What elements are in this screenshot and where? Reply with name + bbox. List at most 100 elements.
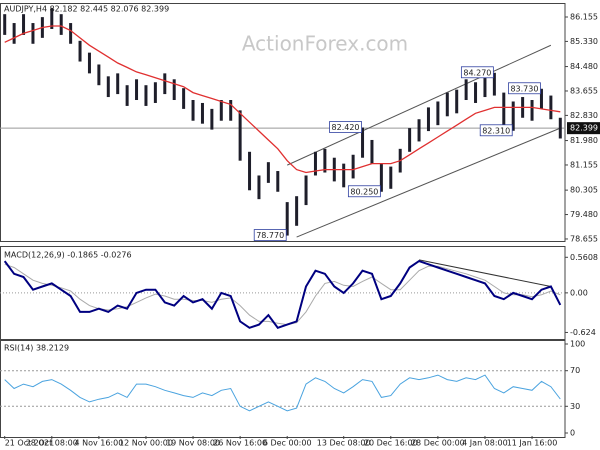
x-tick-label: 12 Nov 00:00 — [119, 439, 173, 448]
y-tick-label: 82.830 — [570, 111, 598, 120]
panel-title: MACD(12,26,9) -0.1865 -0.0276 — [4, 251, 132, 260]
price-bar — [455, 89, 459, 114]
y-tick-label: 78.655 — [570, 234, 598, 243]
price-bar — [276, 171, 280, 192]
price-label-box — [508, 82, 541, 95]
y-tick-label: 0.5608 — [570, 253, 598, 262]
y-tick-label: 83.655 — [570, 86, 598, 95]
price-bar — [116, 73, 120, 95]
panel-title: AUDJPY,H4 82.182 82.445 82.076 82.399 — [4, 5, 169, 14]
price-bar — [50, 8, 54, 29]
price-bar — [304, 175, 308, 206]
price-bar — [163, 73, 167, 95]
price-bar — [59, 14, 63, 35]
x-tick-label: 26 Nov 16:00 — [213, 439, 267, 448]
x-tick-label: 4 Jan 08:00 — [462, 439, 508, 448]
x-tick-label: 6 Dec 00:00 — [263, 439, 312, 448]
price-bar — [22, 14, 26, 35]
price-bar — [361, 127, 365, 158]
price-bar — [549, 95, 553, 120]
last-price-box — [567, 122, 600, 135]
price-bar — [229, 100, 233, 121]
price-bar — [172, 79, 176, 101]
moving-average — [4, 25, 561, 174]
price-bar — [295, 196, 299, 226]
x-tick-label: 4 Nov 16:00 — [74, 439, 123, 448]
price-bar — [87, 52, 91, 74]
price-label-box — [347, 185, 381, 198]
price-label-box — [460, 66, 494, 79]
price-bar — [191, 100, 195, 121]
panel-title: RSI(14) 38.2129 — [4, 344, 69, 353]
y-tick-label: 0.00 — [570, 288, 588, 297]
price-bar — [12, 23, 16, 44]
price-bar — [210, 108, 214, 130]
price-bar — [342, 163, 346, 188]
y-tick-label: 81.980 — [570, 136, 598, 145]
panel-frame — [0, 339, 566, 438]
x-tick-label: 20 Dec 16:00 — [364, 439, 418, 448]
price-bar — [200, 102, 204, 124]
price-bar — [69, 23, 73, 44]
price-bar — [530, 100, 534, 121]
y-tick-label: 79.480 — [570, 210, 598, 219]
price-bar — [492, 72, 496, 96]
price-label-box — [329, 121, 362, 133]
x-tick-label: 28 Dec 00:00 — [411, 439, 465, 448]
y-tick-label: -0.624 — [570, 328, 596, 337]
y-tick-label: 85.330 — [570, 37, 598, 46]
price-bar — [106, 76, 110, 98]
price-bar — [558, 117, 562, 139]
price-label: 78.770 — [256, 231, 284, 240]
x-tick-label: 11 Jan 16:00 — [507, 439, 558, 448]
price-label-box — [253, 229, 287, 241]
y-tick-label: 80.305 — [570, 186, 598, 195]
price-bar — [313, 151, 317, 176]
x-tick-label: 13 Dec 08:00 — [317, 439, 371, 448]
y-tick-label: 84.480 — [570, 62, 598, 71]
price-label: 82.310 — [482, 126, 510, 135]
price-bar — [408, 128, 412, 152]
price-bar — [97, 64, 101, 86]
y-tick-label: 0 — [570, 429, 575, 438]
price-bar — [351, 154, 355, 179]
price-bar — [426, 107, 430, 132]
price-bar — [464, 79, 468, 101]
price-bar — [144, 85, 148, 106]
y-tick-label: 30 — [570, 402, 580, 411]
price-bar — [135, 79, 139, 101]
price-label: 82.420 — [332, 123, 360, 132]
price-label: 83.730 — [510, 84, 538, 93]
trendline — [296, 127, 561, 238]
panel-frame — [0, 246, 566, 341]
y-tick-label: 70 — [570, 366, 580, 375]
price-bar — [511, 101, 515, 131]
price-bar — [78, 40, 82, 62]
price-bar — [3, 14, 7, 35]
price-bar — [323, 148, 327, 173]
price-bar — [483, 76, 487, 98]
y-tick-label: 86.155 — [570, 12, 598, 21]
price-bar — [31, 23, 35, 44]
trendline — [418, 259, 551, 288]
macd-line — [3, 259, 562, 329]
y-tick-label: 81.155 — [570, 160, 598, 169]
price-bar — [417, 119, 421, 142]
price-bar — [379, 163, 383, 192]
price-label: 80.250 — [350, 187, 378, 196]
watermark: ActionForex.com — [242, 32, 408, 56]
x-tick-label: 28 Oct 08:00 — [26, 439, 78, 448]
price-bar — [502, 92, 506, 126]
price-bar — [219, 100, 223, 121]
trendline — [287, 44, 552, 166]
price-bar — [389, 166, 393, 189]
price-bar — [445, 92, 449, 117]
price-bar — [285, 202, 289, 236]
last-price-label: 82.399 — [570, 124, 598, 133]
price-bar — [370, 139, 374, 164]
price-bar — [436, 101, 440, 126]
price-bar — [182, 88, 186, 109]
price-bar — [266, 162, 270, 183]
price-bar — [257, 175, 261, 200]
